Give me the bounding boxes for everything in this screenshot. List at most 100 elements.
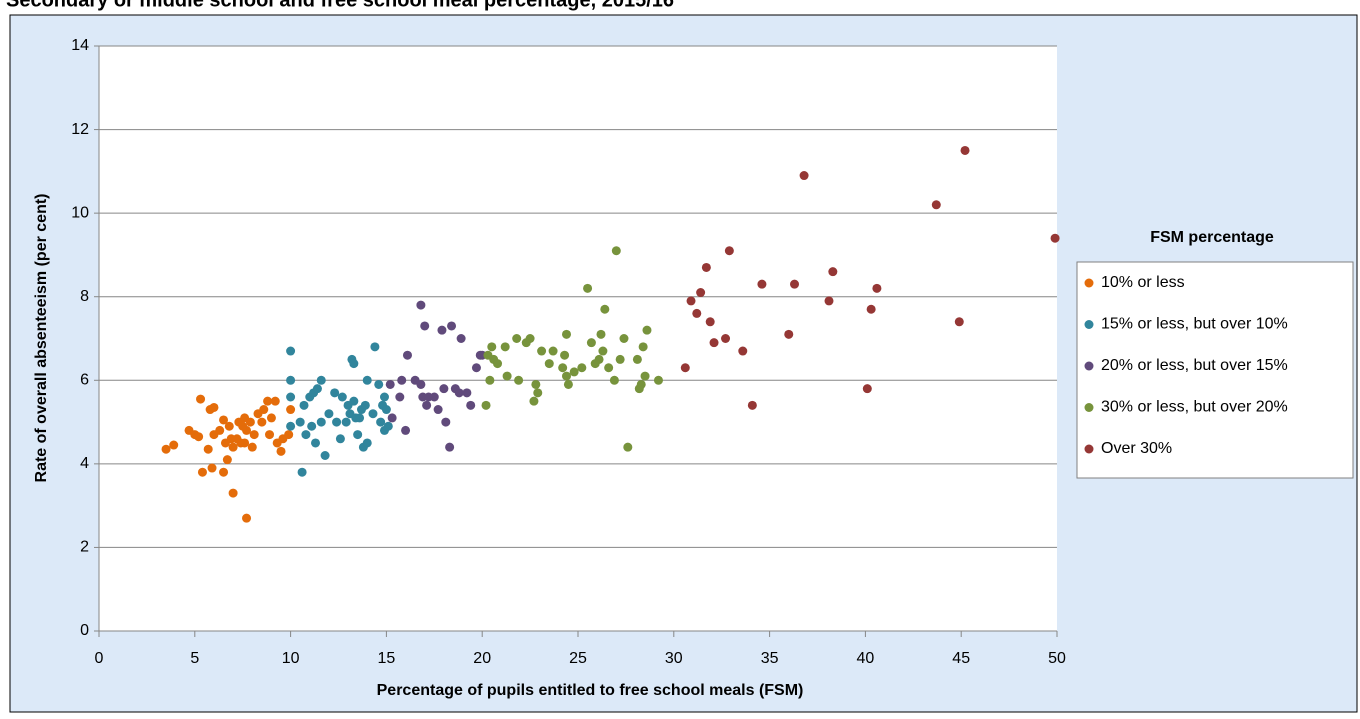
point xyxy=(257,417,267,427)
point xyxy=(429,392,439,402)
point xyxy=(332,417,342,427)
point xyxy=(548,346,558,356)
legend-label: 30% or less, but over 20% xyxy=(1101,399,1288,416)
x-axis-label: Percentage of pupils entitled to free sc… xyxy=(377,682,804,699)
point xyxy=(529,396,539,406)
point xyxy=(335,434,345,444)
point xyxy=(249,430,259,440)
point xyxy=(692,308,702,318)
point xyxy=(500,342,510,352)
x-tick-label: 10 xyxy=(282,650,300,667)
point xyxy=(353,430,363,440)
x-tick-label: 50 xyxy=(1048,650,1066,667)
point xyxy=(337,392,347,402)
y-tick-label: 0 xyxy=(80,622,89,639)
point xyxy=(642,325,652,335)
point xyxy=(562,371,572,381)
point xyxy=(441,417,451,427)
point xyxy=(724,246,734,256)
x-tick-label: 40 xyxy=(857,650,875,667)
chart-title: Secondary or middle school and free scho… xyxy=(6,0,674,11)
point xyxy=(349,359,359,369)
y-tick-label: 10 xyxy=(71,204,89,221)
point xyxy=(209,402,219,412)
point xyxy=(544,359,554,369)
plot-area xyxy=(99,46,1057,631)
point xyxy=(355,413,365,423)
legend-label: Over 30% xyxy=(1101,440,1172,457)
point xyxy=(397,375,407,385)
point xyxy=(747,400,757,410)
legend-marker xyxy=(1084,320,1094,329)
point xyxy=(456,334,466,343)
point xyxy=(931,200,941,210)
point xyxy=(562,329,572,339)
point xyxy=(247,442,257,452)
x-tick-label: 35 xyxy=(761,650,779,667)
point xyxy=(324,409,334,419)
y-tick-label: 14 xyxy=(71,37,89,54)
point xyxy=(385,379,395,389)
point xyxy=(219,467,229,477)
point xyxy=(376,417,386,427)
point xyxy=(493,359,503,369)
point xyxy=(360,400,370,410)
point xyxy=(653,375,663,385)
point xyxy=(609,375,619,385)
point xyxy=(866,304,876,314)
point xyxy=(686,296,696,306)
legend-title: FSM percentage xyxy=(1150,229,1274,246)
point xyxy=(265,430,275,440)
y-tick-label: 2 xyxy=(80,539,89,556)
point xyxy=(215,425,225,435)
point xyxy=(161,444,171,454)
point xyxy=(370,342,380,352)
point xyxy=(583,283,593,293)
point xyxy=(531,379,541,389)
point xyxy=(312,384,322,394)
point xyxy=(586,338,596,348)
point xyxy=(577,363,587,373)
point xyxy=(416,300,426,310)
point xyxy=(619,334,629,343)
legend-marker xyxy=(1084,403,1094,412)
point xyxy=(286,405,296,415)
point xyxy=(466,400,476,410)
point xyxy=(316,417,326,427)
point xyxy=(402,350,412,360)
x-tick-label: 5 xyxy=(190,650,199,667)
point xyxy=(196,394,206,404)
legend-label: 15% or less, but over 10% xyxy=(1101,316,1288,333)
y-tick-label: 8 xyxy=(80,288,89,305)
point xyxy=(219,415,229,425)
point xyxy=(569,367,579,377)
point xyxy=(242,513,252,523)
x-tick-label: 0 xyxy=(95,650,104,667)
legend-label: 20% or less, but over 15% xyxy=(1101,357,1288,374)
legend-marker xyxy=(1084,361,1094,371)
point xyxy=(416,379,426,389)
point xyxy=(379,392,389,402)
point xyxy=(240,438,250,448)
point xyxy=(395,392,405,402)
point xyxy=(203,444,213,454)
point xyxy=(311,438,321,448)
point xyxy=(301,430,311,440)
point xyxy=(228,442,238,452)
point xyxy=(207,463,217,473)
point xyxy=(454,388,464,398)
point xyxy=(381,405,391,415)
legend-marker xyxy=(1084,444,1094,454)
point xyxy=(422,400,432,410)
point xyxy=(263,396,273,406)
point xyxy=(299,400,309,410)
point xyxy=(560,350,570,360)
x-tick-label: 15 xyxy=(378,650,396,667)
y-tick-label: 4 xyxy=(80,455,89,472)
point xyxy=(362,375,372,385)
x-tick-label: 20 xyxy=(473,650,491,667)
point xyxy=(387,413,397,423)
point xyxy=(696,288,706,298)
point xyxy=(341,417,351,427)
legend-box xyxy=(1076,261,1354,479)
